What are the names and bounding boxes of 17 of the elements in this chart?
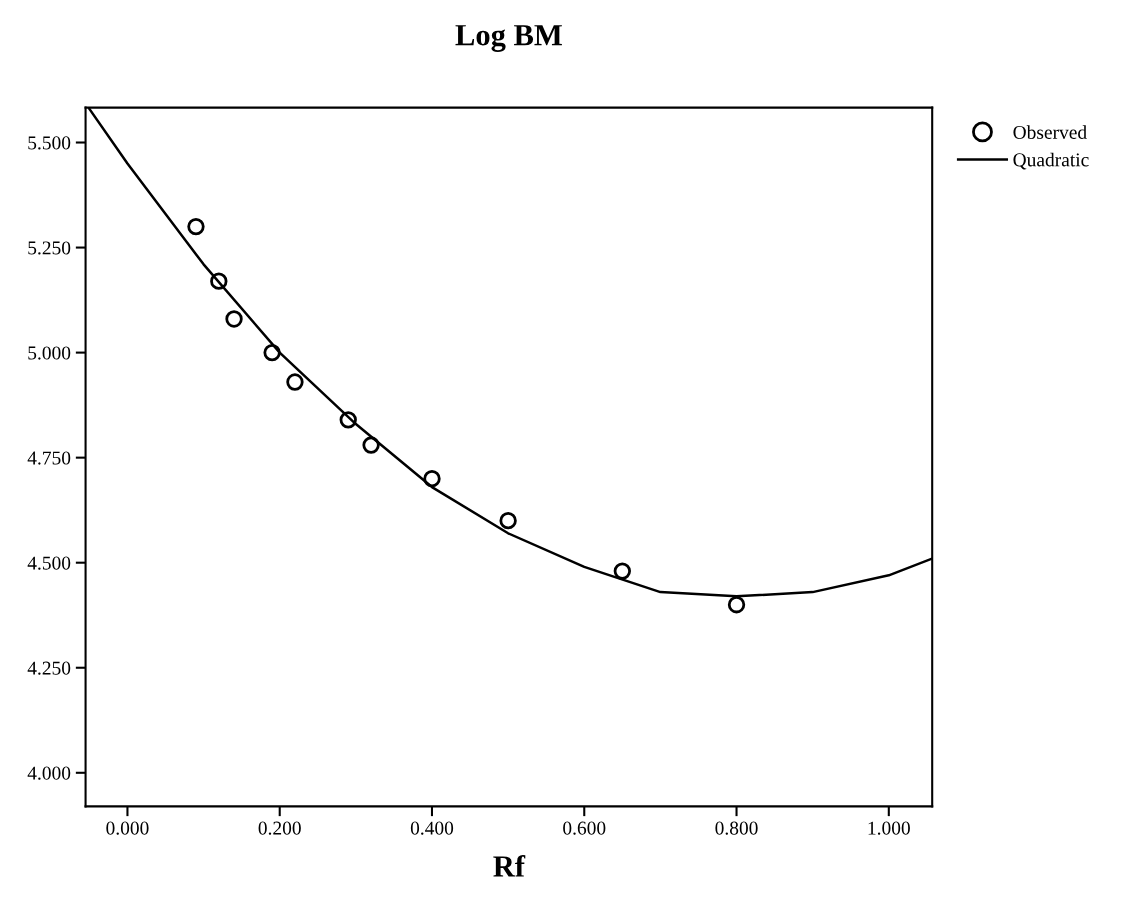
x-tick-label: 0.200	[258, 821, 301, 835]
x-tick-label: 0.800	[715, 821, 758, 835]
y-tick-label: 4.250	[27, 661, 71, 675]
legend-label: Observed	[1013, 125, 1087, 139]
y-tick-label: 5.250	[28, 241, 71, 255]
x-tick-label: 1.000	[868, 821, 910, 835]
legend-label: Quadratic	[1013, 152, 1089, 170]
x-tick-label: 0.000	[106, 821, 149, 835]
x-tick-label: 0.600	[563, 821, 606, 835]
x-tick-label: 0.400	[410, 821, 454, 835]
y-tick-label: 5.500	[28, 136, 71, 150]
x-axis-title: Rf	[493, 854, 526, 877]
y-tick-label: 5.000	[28, 346, 71, 360]
y-tick-label: 4.750	[27, 451, 71, 465]
chart-title: Log BM	[455, 25, 562, 52]
y-tick-label: 4.000	[27, 766, 71, 780]
y-tick-label: 4.500	[27, 556, 71, 570]
